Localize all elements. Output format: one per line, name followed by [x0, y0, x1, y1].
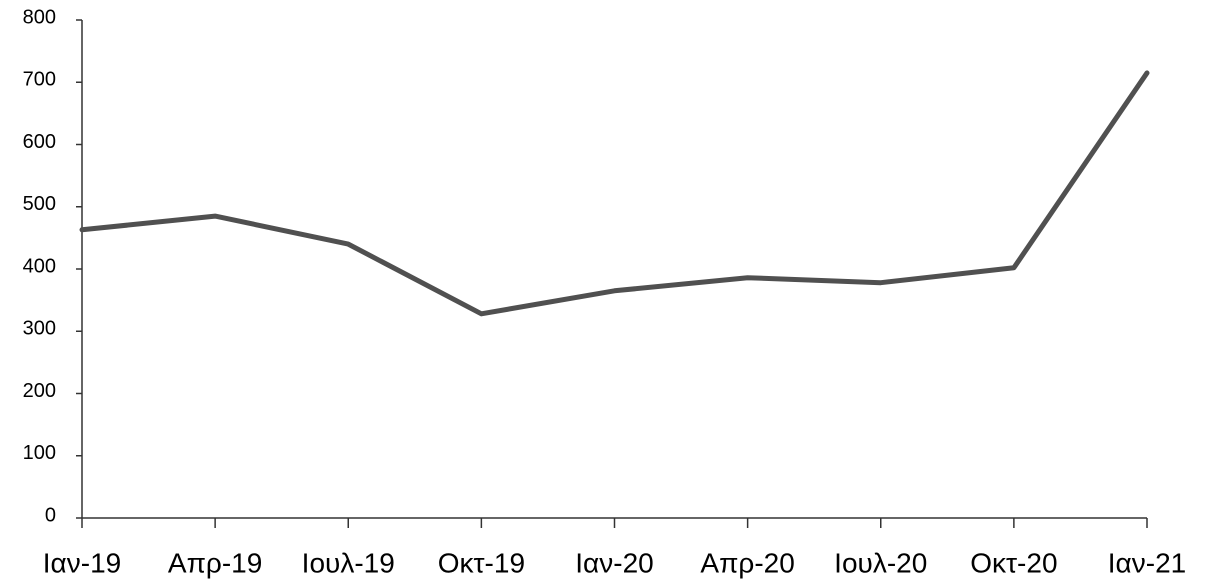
x-tick-label: Οκτ-20 [970, 547, 1057, 578]
x-tick-label: Απρ-19 [168, 547, 262, 578]
x-tick-label: Ιαν-20 [575, 547, 653, 578]
x-tick-label: Ιουλ-20 [834, 547, 927, 578]
x-tick-label: Ιουλ-19 [302, 547, 395, 578]
y-tick-label: 100 [23, 442, 56, 464]
y-tick-label: 500 [23, 193, 56, 215]
y-tick-label: 300 [23, 318, 56, 340]
x-tick-label: Ιαν-21 [1108, 547, 1186, 578]
y-tick-label: 800 [23, 6, 56, 28]
y-tick-label: 700 [23, 69, 56, 91]
line [79, 70, 1150, 317]
y-tick-label: 200 [23, 380, 56, 402]
y-tick-label: 0 [45, 504, 56, 526]
y-tick-label: 400 [23, 255, 56, 277]
x-tick-label: Απρ-20 [700, 547, 794, 578]
x-tick-label: Οκτ-19 [438, 547, 525, 578]
x-tick-label: Ιαν-19 [43, 547, 121, 578]
y-tick-label: 600 [23, 131, 56, 153]
